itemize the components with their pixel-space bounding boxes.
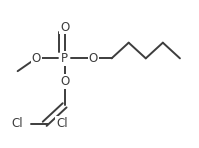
- Text: P: P: [61, 52, 68, 65]
- Text: O: O: [60, 75, 69, 88]
- Text: O: O: [60, 21, 69, 34]
- Text: Cl: Cl: [56, 117, 68, 130]
- Text: Cl: Cl: [12, 117, 23, 130]
- Text: O: O: [31, 52, 41, 65]
- Text: O: O: [89, 52, 98, 65]
